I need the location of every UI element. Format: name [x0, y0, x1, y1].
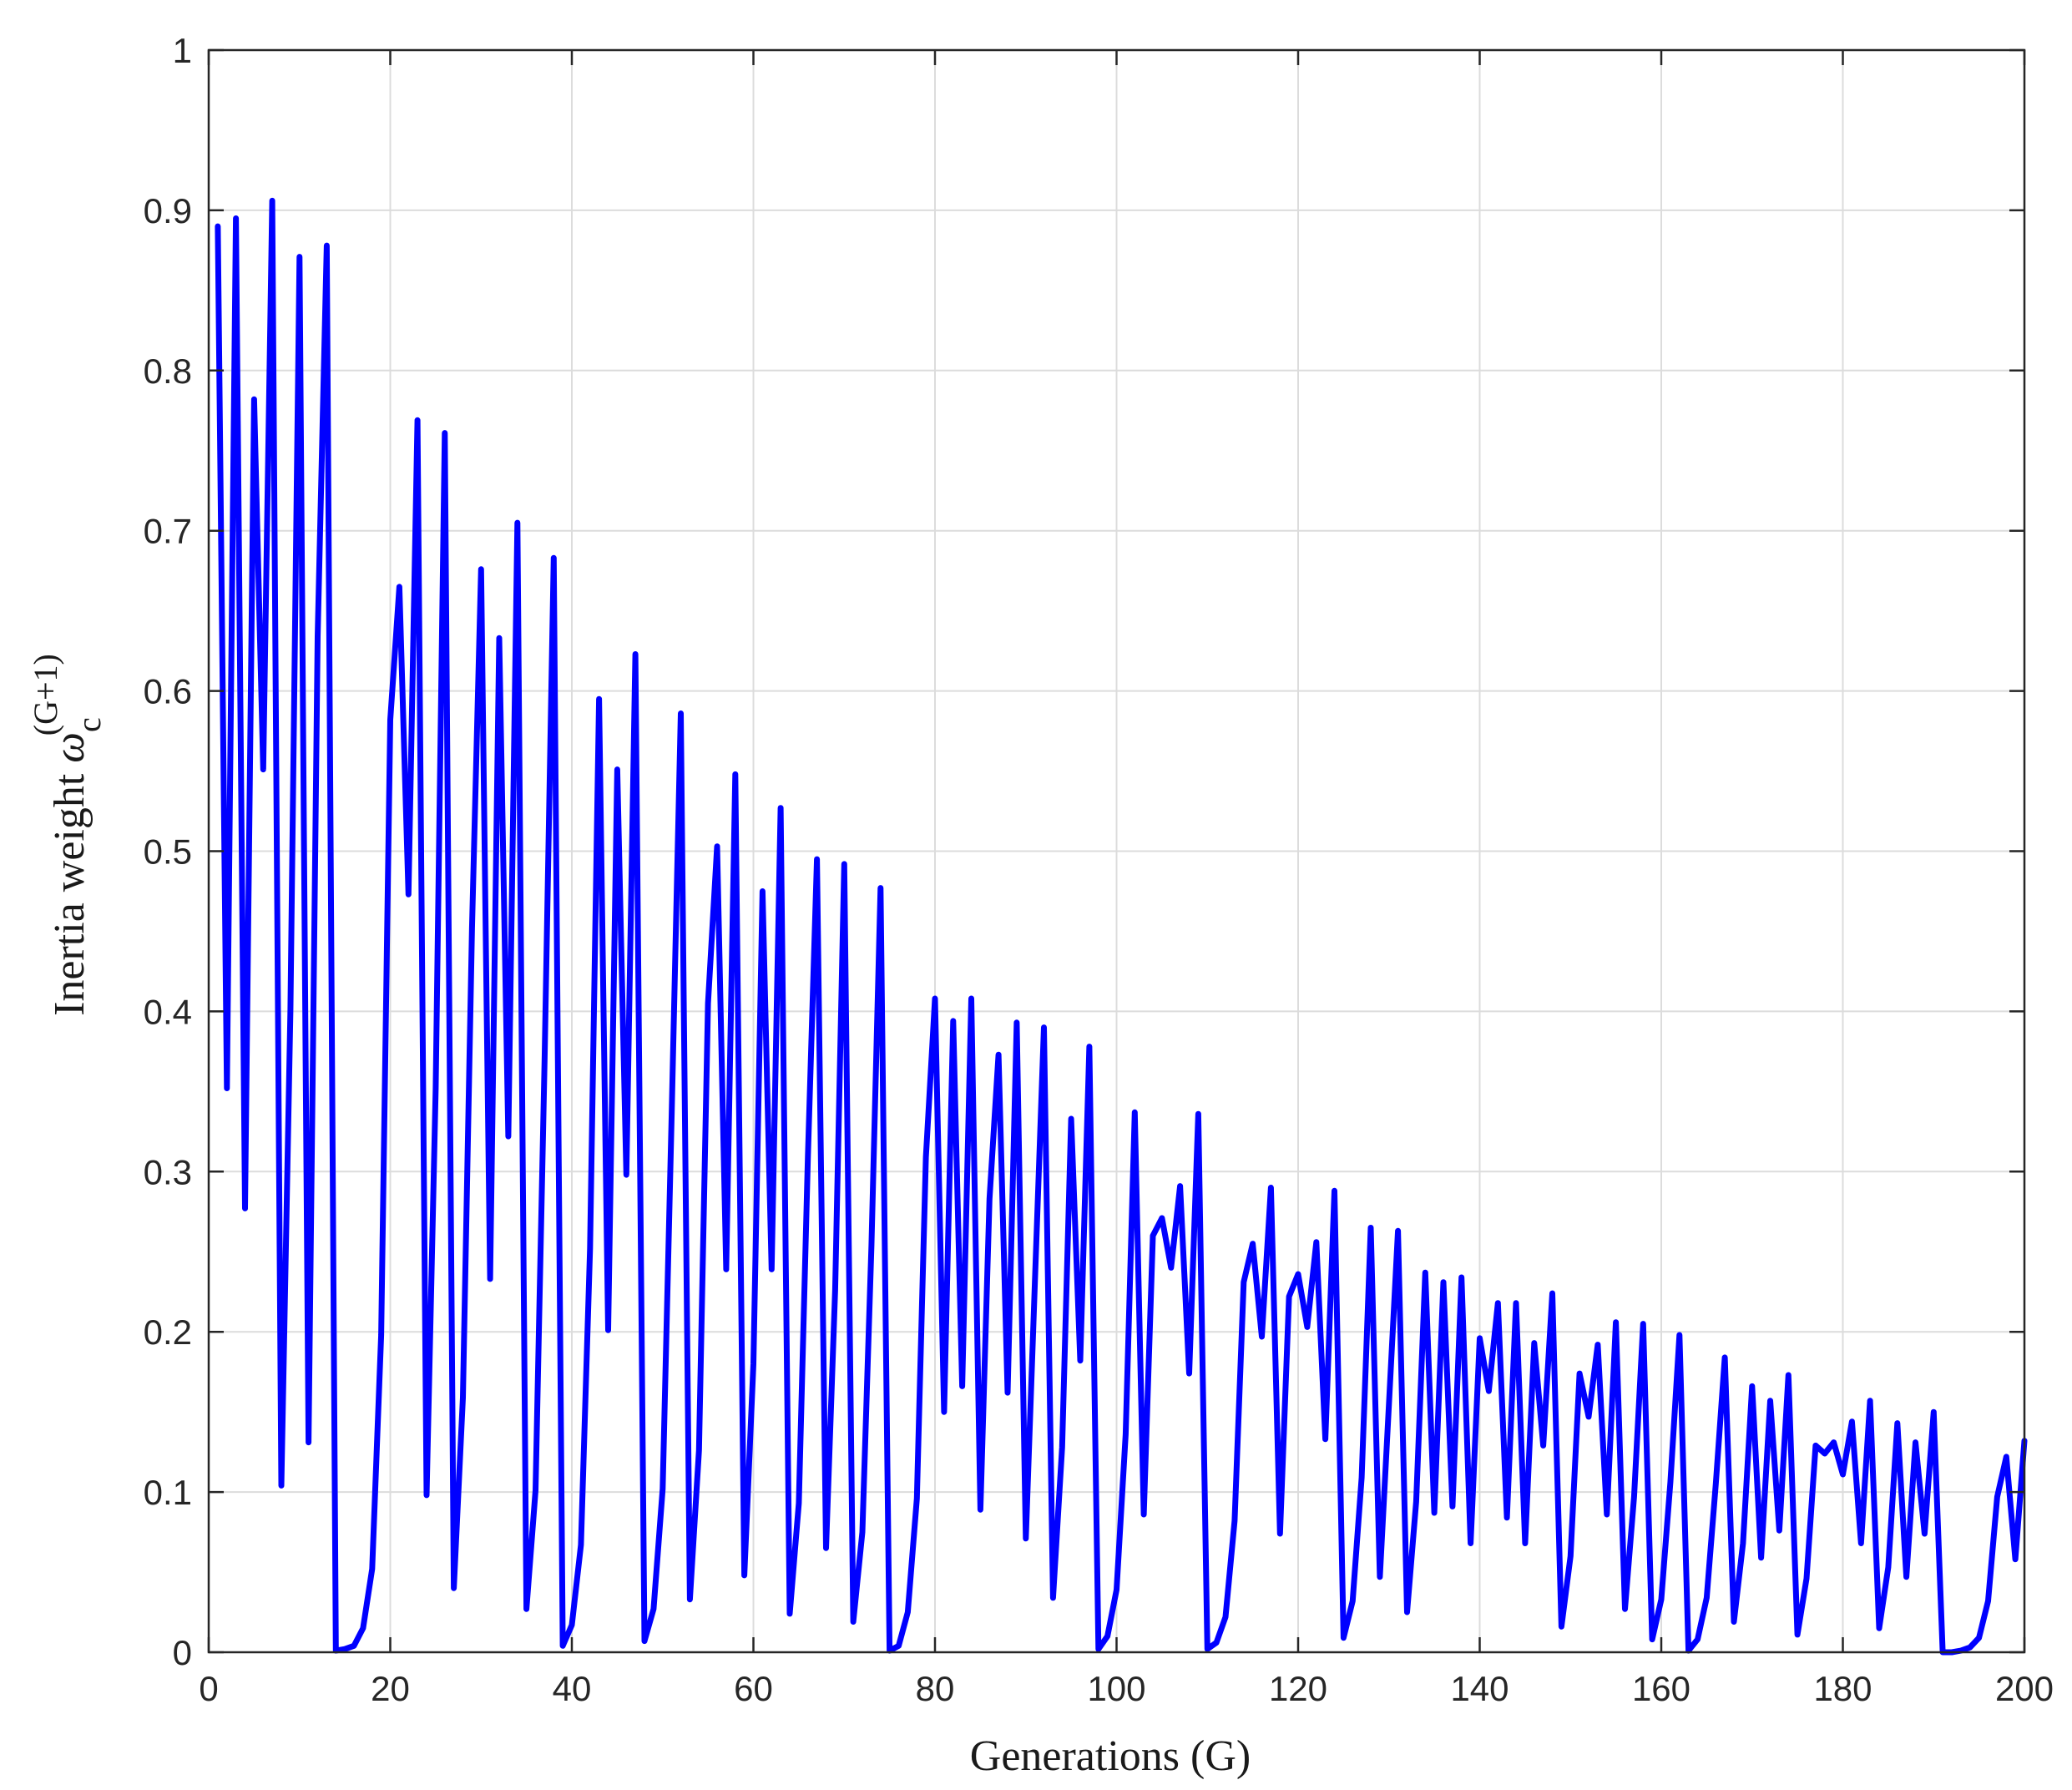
x-tick-label-7: 140 — [1450, 1669, 1509, 1708]
y-tick-label-4: 0.4 — [144, 992, 192, 1031]
y-axis-title-symbol: ω — [46, 732, 93, 763]
y-axis-title-prefix: Inertia weight — [46, 763, 93, 1016]
x-tick-label-0: 0 — [199, 1669, 218, 1708]
y-axis-title-subscript: c — [70, 717, 108, 732]
y-tick-label-3: 0.3 — [144, 1152, 192, 1191]
y-tick-label-10: 1 — [173, 31, 192, 70]
x-tick-label-8: 160 — [1632, 1669, 1690, 1708]
y-axis-title-superscript: (G+1) — [27, 654, 64, 736]
y-tick-label-1: 0.1 — [144, 1473, 192, 1512]
grid-lines — [209, 50, 2024, 1652]
x-tick-label-6: 120 — [1269, 1669, 1327, 1708]
y-tick-label-9: 0.9 — [144, 191, 192, 230]
x-tick-label-1: 20 — [371, 1669, 410, 1708]
tick-labels: 0 20 40 60 80 100 120 140 160 180 200 0 0.1 0.2 0.3 0.4… — [144, 31, 2054, 1708]
x-tick-label-2: 40 — [553, 1669, 592, 1708]
y-tick-label-7: 0.7 — [144, 512, 192, 551]
series-line-0 — [215, 197, 2028, 1656]
x-tick-label-10: 200 — [1995, 1669, 2054, 1708]
y-axis-title: Inertia weight ωc (G+1) — [27, 654, 108, 1016]
y-tick-label-6: 0.6 — [144, 672, 192, 711]
y-tick-label-5: 0.5 — [144, 832, 192, 872]
y-tick-label-0: 0 — [173, 1633, 192, 1672]
y-tick-label-8: 0.8 — [144, 351, 192, 391]
series-layer — [215, 197, 2028, 1656]
y-tick-label-2: 0.2 — [144, 1312, 192, 1352]
x-tick-label-9: 180 — [1813, 1669, 1872, 1708]
x-axis-title: Generations (G) — [970, 1732, 1251, 1780]
x-tick-label-3: 60 — [734, 1669, 773, 1708]
axes-frame — [207, 48, 2026, 1654]
x-tick-label-4: 80 — [916, 1669, 955, 1708]
x-tick-label-5: 100 — [1087, 1669, 1145, 1708]
